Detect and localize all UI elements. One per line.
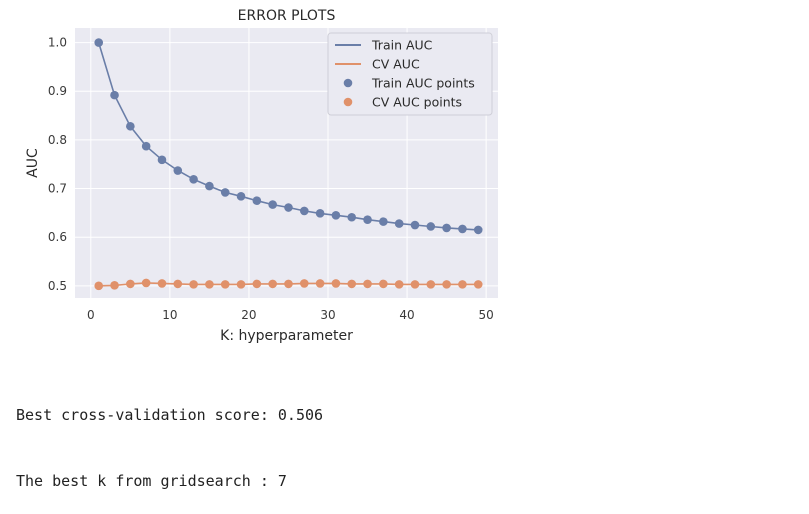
x-tick-label: 20 <box>241 308 256 322</box>
y-tick-label: 0.8 <box>48 133 67 147</box>
legend-cv-auc-points-swatch <box>343 97 353 107</box>
cv-auc-point <box>94 281 104 291</box>
cv-auc-point <box>299 279 309 288</box>
train-auc-point <box>220 188 230 197</box>
cv-auc-point <box>458 280 467 289</box>
y-tick-label: 0.5 <box>48 279 67 293</box>
best-score-line: Best cross-validation score: 0.506 <box>16 406 324 424</box>
y-tick-label: 0.6 <box>48 230 67 244</box>
x-tick-label: 50 <box>478 308 493 322</box>
chart-title: ERROR PLOTS <box>238 8 336 24</box>
legend: Train AUC CV AUC Train AUC points CV AUC po… <box>327 32 493 116</box>
x-tick-label: 0 <box>87 308 95 322</box>
train-auc-point <box>394 219 404 228</box>
cv-auc-point <box>284 279 293 289</box>
train-auc-point <box>94 38 104 47</box>
cv-auc-point <box>363 279 372 289</box>
cv-auc-point <box>442 280 451 289</box>
cv-auc-point <box>426 280 436 289</box>
cv-auc-point <box>157 279 167 288</box>
train-auc-point <box>426 222 436 231</box>
best-k-line: The best k from gridsearch : 7 <box>16 472 287 490</box>
train-auc-point <box>110 90 119 100</box>
error-plots-chart: ERROR PLOTS 0 10 20 30 40 50 0.5 0.6 0.7 0.8 0.9 1.… <box>25 8 498 344</box>
train-auc-point <box>205 181 214 191</box>
cv-auc-point <box>315 279 325 288</box>
train-auc-point <box>189 174 198 184</box>
legend-cv-auc-label: CV AUC <box>372 57 420 72</box>
train-auc-point <box>473 225 483 235</box>
x-tick-label: 10 <box>162 308 177 322</box>
console-output: Best cross-validation score: 0.506 The b… <box>16 360 323 514</box>
cv-auc-point <box>379 279 388 289</box>
legend-train-auc-label: Train AUC <box>371 38 433 53</box>
legend-train-auc-points-swatch <box>343 78 353 88</box>
cv-auc-point <box>220 280 230 289</box>
train-auc-point <box>141 141 151 151</box>
series-layer <box>94 38 483 291</box>
train-auc-point <box>236 192 246 201</box>
train-auc-point <box>299 206 309 216</box>
train-auc-point <box>458 224 467 234</box>
legend-cv-auc-points-label: CV AUC points <box>372 95 462 110</box>
cv-auc-point <box>473 280 483 289</box>
train-auc-point <box>252 196 262 206</box>
train-auc-point <box>363 215 372 224</box>
cv-auc-point <box>394 280 404 289</box>
train-auc-point <box>442 223 451 233</box>
train-auc-point <box>268 200 277 209</box>
x-tick-label: 40 <box>399 308 414 322</box>
y-tick-label: 0.9 <box>48 84 67 98</box>
train-auc-point <box>410 220 420 230</box>
cv-auc-point <box>236 280 246 289</box>
train-auc-point <box>284 203 293 212</box>
cv-auc-point <box>331 279 341 288</box>
cv-auc-point <box>205 280 214 289</box>
train-auc-point <box>379 217 388 226</box>
y-tick-label: 0.7 <box>48 182 67 196</box>
x-tick-label: 30 <box>320 308 335 322</box>
cv-auc-point <box>141 278 151 288</box>
train-auc-point <box>331 210 341 220</box>
train-auc-point <box>126 121 135 131</box>
train-auc-point <box>315 209 325 218</box>
train-auc-point <box>173 166 183 175</box>
cv-auc-point <box>173 279 183 289</box>
legend-box <box>327 32 493 116</box>
cv-auc-point <box>268 279 277 289</box>
tick-labels: 0 10 20 30 40 50 0.5 0.6 0.7 0.8 0.9 1.0 <box>48 36 494 322</box>
train-auc-point <box>157 155 167 165</box>
cv-auc-point <box>189 280 198 289</box>
cv-auc-point <box>126 279 135 289</box>
y-axis-label: AUC <box>25 148 41 178</box>
cv-auc-point <box>347 279 357 289</box>
legend-train-auc-points-label: Train AUC points <box>371 76 475 91</box>
train-auc-point <box>347 212 357 222</box>
x-axis-label: K: hyperparameter <box>220 328 353 344</box>
cv-auc-point <box>410 280 420 289</box>
y-tick-label: 1.0 <box>48 36 67 50</box>
cv-auc-point <box>110 281 119 290</box>
cv-auc-point <box>252 279 262 289</box>
